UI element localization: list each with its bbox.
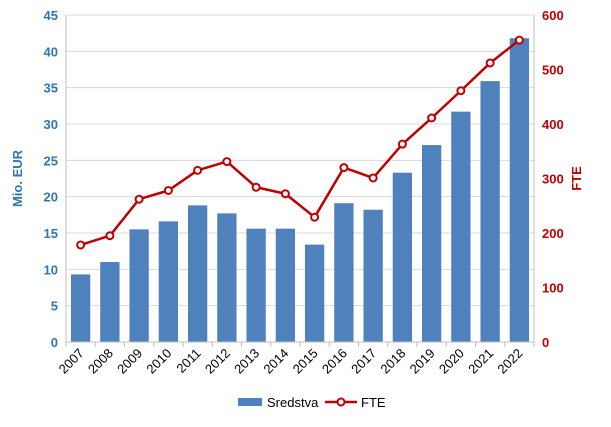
x-tick-label: 2017 bbox=[348, 346, 379, 377]
fte-point bbox=[485, 58, 495, 68]
y-right-tick-label: 0 bbox=[542, 335, 549, 350]
fte-point bbox=[105, 231, 115, 241]
bar bbox=[217, 213, 237, 342]
x-tick-label: 2020 bbox=[436, 346, 467, 377]
fte-point bbox=[456, 86, 466, 96]
legend-swatch-sredstva bbox=[238, 398, 262, 406]
fte-line bbox=[80, 39, 521, 247]
fte-point bbox=[134, 194, 144, 204]
y-right-tick-label: 200 bbox=[542, 226, 564, 241]
bar bbox=[509, 38, 530, 343]
fte-point bbox=[310, 212, 320, 222]
bar bbox=[304, 244, 325, 342]
fte-point bbox=[193, 165, 203, 175]
y-left-tick-label: 5 bbox=[51, 299, 58, 314]
y-right-tick-label: 600 bbox=[542, 8, 564, 23]
x-tick-label: 2016 bbox=[319, 346, 350, 377]
x-tick-label: 2018 bbox=[377, 346, 408, 377]
fte-point bbox=[222, 157, 232, 167]
fte-point bbox=[339, 163, 349, 173]
bar bbox=[392, 172, 413, 342]
bar bbox=[70, 274, 91, 342]
x-tick-label: 2014 bbox=[260, 346, 291, 377]
y-left-tick-label: 20 bbox=[44, 190, 58, 205]
y-left-tick-label: 35 bbox=[44, 81, 58, 96]
y-left-tick-label: 15 bbox=[44, 226, 58, 241]
x-tick-label: 2013 bbox=[231, 346, 262, 377]
y-left-tick-label: 25 bbox=[44, 153, 58, 168]
legend-swatch-fte-marker bbox=[336, 397, 346, 407]
bar bbox=[421, 145, 442, 342]
bar bbox=[246, 228, 266, 342]
fte-point bbox=[251, 182, 261, 192]
fte-point bbox=[368, 173, 378, 183]
y-right-tick-label: 300 bbox=[542, 172, 564, 187]
legend-label-fte: FTE bbox=[361, 395, 386, 410]
axes bbox=[65, 15, 535, 347]
bar bbox=[334, 203, 354, 342]
y-axis-right-title: FTE bbox=[569, 166, 584, 191]
x-tick-label: 2010 bbox=[143, 346, 174, 377]
fte-point bbox=[163, 185, 173, 195]
x-tick-label: 2022 bbox=[494, 346, 525, 377]
x-tick-label: 2009 bbox=[114, 346, 145, 377]
fte-point bbox=[427, 113, 437, 123]
y-right-tick-label: 100 bbox=[542, 281, 564, 296]
fte-point bbox=[397, 139, 407, 149]
x-tick-label: 2008 bbox=[85, 346, 116, 377]
bar bbox=[158, 221, 179, 342]
y-right-tick-label: 400 bbox=[542, 117, 564, 132]
x-tick-label: 2021 bbox=[465, 346, 496, 377]
bar bbox=[363, 209, 383, 342]
x-tick-label: 2011 bbox=[173, 346, 203, 376]
fte-point bbox=[76, 240, 86, 250]
bar bbox=[480, 81, 500, 343]
y-right-tick-label: 500 bbox=[542, 63, 564, 78]
bar bbox=[275, 228, 296, 342]
legend-label-sredstva: Sredstva bbox=[267, 395, 319, 410]
bar bbox=[187, 205, 208, 342]
y-left-tick-label: 10 bbox=[44, 262, 58, 277]
y-left-tick-label: 30 bbox=[44, 117, 58, 132]
y-axis-left-title: Mio. EUR bbox=[10, 149, 25, 207]
y-left-tick-label: 40 bbox=[44, 44, 58, 59]
y-left-tick-label: 45 bbox=[44, 8, 58, 23]
x-tick-label: 2015 bbox=[290, 346, 321, 377]
bar bbox=[451, 111, 471, 342]
bar-series-sredstva bbox=[70, 38, 530, 343]
bar bbox=[129, 229, 149, 342]
line-series-fte bbox=[76, 35, 524, 250]
legend: Sredstva FTE bbox=[238, 395, 386, 410]
x-tick-label: 2012 bbox=[202, 346, 233, 377]
x-tick-label: 2007 bbox=[56, 346, 87, 377]
bar bbox=[100, 262, 120, 342]
fte-point bbox=[280, 189, 290, 199]
x-tick-label: 2019 bbox=[407, 346, 438, 377]
y-left-tick-label: 0 bbox=[51, 335, 58, 350]
fte-point bbox=[514, 35, 524, 45]
